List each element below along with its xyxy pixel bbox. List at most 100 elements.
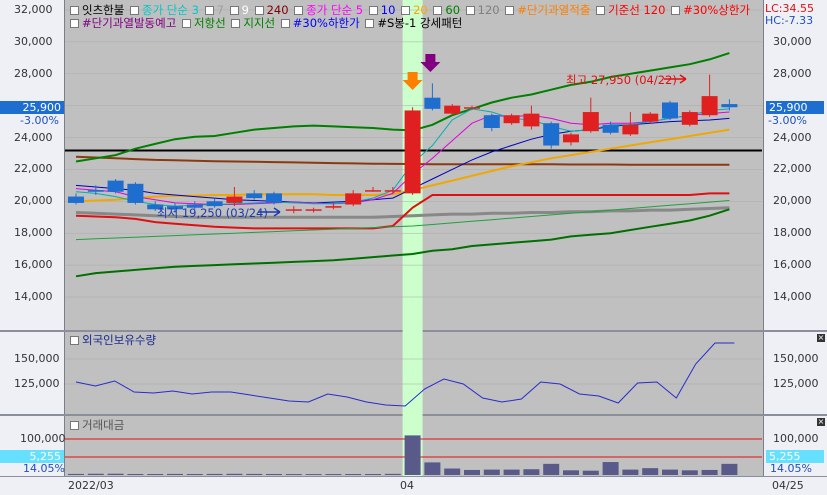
- price-tick-right: 18,000: [773, 226, 812, 240]
- legend-item[interactable]: 120: [477, 3, 504, 17]
- trade-value-title-text: 거래대금: [82, 418, 125, 432]
- trade-value-bar: [582, 470, 599, 475]
- legend-checkbox[interactable]: [181, 19, 191, 28]
- legend-item[interactable]: 240: [266, 3, 293, 17]
- candle-down: [167, 206, 183, 210]
- legend-checkbox[interactable]: [365, 19, 375, 28]
- legend-item[interactable]: 지지선: [243, 16, 279, 30]
- candle-up: [503, 115, 520, 124]
- trade-value-bar: [266, 473, 282, 475]
- close-foreign-panel-icon[interactable]: ×: [817, 333, 825, 342]
- legend-item[interactable]: #단기과열발동예고: [82, 16, 180, 30]
- legend-checkbox[interactable]: [294, 6, 304, 15]
- legend-item[interactable]: 7: [216, 3, 228, 17]
- foreign-tick-left-1: 150,000: [14, 352, 60, 365]
- candle-up: [622, 124, 639, 135]
- price-tick-left: 32,000: [14, 3, 53, 16]
- candle-down: [147, 204, 164, 210]
- candle-down: [662, 102, 678, 119]
- trade-value-bar: [246, 473, 263, 475]
- high-pointer-arrow: [664, 74, 687, 84]
- legend-item[interactable]: 10: [380, 3, 400, 17]
- trade-value-bar: [147, 474, 164, 475]
- trade-value-bar: [602, 462, 619, 475]
- x-axis-divider: [0, 476, 827, 477]
- legend-checkbox[interactable]: [368, 6, 378, 15]
- legend-checkbox[interactable]: [229, 6, 239, 15]
- price-tick-left: 18,000: [14, 226, 53, 240]
- legend-checkbox[interactable]: [280, 19, 290, 28]
- candle-down: [721, 104, 738, 108]
- legend-checkbox[interactable]: [505, 6, 515, 15]
- foreign-holding-line: [75, 342, 735, 407]
- trade-value-bar: [345, 474, 362, 475]
- indicator-legend-row2[interactable]: #단기과열발동예고 저항선 지지선 #30%하한가 #S봉-1 강세패턴: [68, 15, 462, 31]
- candle-up: [681, 112, 698, 125]
- foreign-tick-left-2: 125,000: [14, 377, 60, 390]
- price-tick-right: 16,000: [773, 258, 812, 272]
- candle-up: [365, 190, 381, 192]
- price-tick-right: 24,000: [773, 130, 812, 144]
- legend-item[interactable]: 저항선: [193, 16, 230, 30]
- trade-value-bar: [464, 469, 480, 475]
- legend-item[interactable]: #단기과열적출: [517, 3, 595, 17]
- candle-up: [226, 196, 243, 203]
- legend-checkbox[interactable]: [129, 6, 139, 15]
- trade-value-bar: [404, 435, 421, 475]
- trade-value-bar: [444, 468, 461, 475]
- x-axis: [0, 477, 827, 495]
- candle-up: [384, 190, 401, 192]
- legend-item[interactable]: #30%하한가: [292, 16, 364, 30]
- legend-item[interactable]: 종가 단순 5: [306, 3, 367, 17]
- candle-down: [206, 201, 223, 207]
- legend-checkbox[interactable]: [70, 19, 79, 28]
- trade-value-title: 거래대금: [68, 417, 124, 433]
- candle-up: [305, 209, 322, 211]
- ma-line-3: [75, 108, 730, 207]
- trade-value-bar: [701, 469, 718, 475]
- legend-checkbox[interactable]: [671, 6, 681, 15]
- trade-value-bar: [285, 474, 302, 475]
- price-tick-right: 20,000: [773, 194, 812, 208]
- candle-up: [345, 193, 362, 205]
- legend-item[interactable]: 20: [413, 3, 432, 17]
- legend-item[interactable]: 종가 단순 3: [141, 3, 203, 17]
- trade-value-bar: [127, 473, 144, 475]
- trade-value-bar: [483, 469, 500, 475]
- trade-current-pct-left: 14.05%: [23, 462, 65, 475]
- x-label-end: 04/25: [772, 479, 804, 492]
- trade-tick-left-1: 100,000: [20, 432, 66, 445]
- low-price-annotation: 최저 19,250 (03/24): [157, 206, 268, 220]
- low-pointer-arrow: [258, 207, 281, 217]
- legend-checkbox[interactable]: [231, 19, 241, 28]
- legend-item[interactable]: 기준선 120: [608, 3, 670, 17]
- legend-checkbox[interactable]: [465, 6, 475, 15]
- indicator-legend-row1[interactable]: 잇츠한불 종가 단순 3 7 9 240 종가 단순 5 10 20 60 12…: [68, 2, 750, 18]
- foreign-holding-title-text: 외국인보유수량: [82, 333, 157, 347]
- legend-item[interactable]: #30%상한가: [683, 3, 751, 17]
- legend-checkbox[interactable]: [401, 6, 411, 15]
- candle-down: [424, 97, 441, 109]
- foreign-holding-title: 외국인보유수량: [68, 332, 156, 348]
- legend-checkbox[interactable]: [70, 6, 79, 15]
- legend-item[interactable]: #S봉-1 강세패턴: [377, 16, 463, 30]
- legend-item[interactable]: 60: [445, 3, 464, 17]
- trade-value-bar: [662, 469, 678, 475]
- x-label-month: 04: [400, 479, 414, 492]
- legend-checkbox[interactable]: [254, 6, 264, 15]
- legend-item[interactable]: 잇츠한불: [82, 3, 128, 17]
- legend-checkbox[interactable]: [596, 6, 606, 15]
- close-trade-panel-icon[interactable]: ×: [817, 417, 825, 426]
- trade-value-bar: [68, 473, 84, 475]
- overheat-arrow-icon: [402, 72, 423, 90]
- legend-checkbox[interactable]: [433, 6, 443, 15]
- legend-checkbox[interactable]: [204, 6, 214, 15]
- trade-value-bar: [563, 470, 579, 475]
- trade-value-bar: [721, 463, 738, 475]
- candle-up: [563, 134, 579, 143]
- ma-line-10: [75, 117, 730, 204]
- candle-up: [325, 206, 342, 208]
- legend-item[interactable]: 9: [241, 3, 253, 17]
